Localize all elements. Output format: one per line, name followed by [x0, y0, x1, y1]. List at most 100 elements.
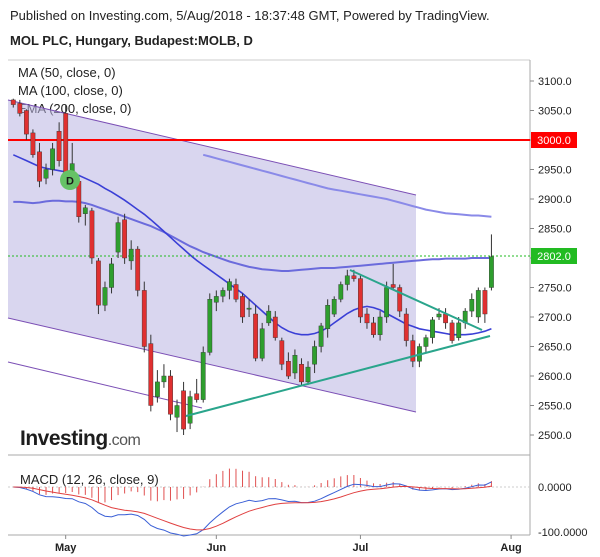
- indicator-label-ma100: MA (100, close, 0): [18, 83, 123, 98]
- candle-body: [397, 287, 403, 312]
- candle-body: [50, 148, 56, 170]
- candle-body: [246, 307, 252, 310]
- last-price-flag: [531, 248, 577, 264]
- candle-body: [174, 405, 180, 418]
- chart-title: MOL PLC, Hungary, Budapest:MOLB, D: [10, 33, 253, 48]
- moving-averages: [12, 153, 492, 336]
- x-tick-label: Aug: [500, 542, 521, 554]
- macd-line: [13, 481, 492, 537]
- candle-body: [128, 248, 134, 262]
- candle-body: [430, 319, 435, 338]
- y-tick-label: 2500.0: [538, 430, 572, 442]
- candle-body: [266, 310, 272, 324]
- candle-body: [213, 296, 219, 303]
- candle-body: [436, 313, 442, 318]
- macd-pane: [8, 468, 530, 537]
- x-tick-label: Jul: [352, 542, 368, 554]
- candle-body: [141, 290, 147, 347]
- candle-body: [154, 381, 160, 397]
- candle-body: [122, 219, 128, 259]
- ema200-line: [202, 153, 492, 218]
- candle-body: [358, 278, 363, 318]
- macd-signal-line: [13, 485, 492, 531]
- candle-body: [292, 355, 298, 374]
- resistance-price-flag: [531, 132, 577, 148]
- triangle-lower-line: [185, 335, 491, 417]
- y-tick-label: 2950.0: [538, 165, 572, 177]
- y-tick-label: 2550.0: [538, 401, 572, 413]
- candle-body: [24, 110, 29, 135]
- candle-body: [253, 313, 258, 359]
- candle-body: [489, 256, 494, 288]
- candle-body: [443, 313, 448, 324]
- candle-body: [331, 299, 337, 315]
- x-tick-label: May: [55, 542, 77, 554]
- candle-body: [226, 281, 232, 291]
- y-tick-label: 2600.0: [538, 371, 572, 383]
- ma100-line: [13, 199, 492, 272]
- logo-suffix: .com: [107, 432, 141, 449]
- candles: [10, 98, 494, 435]
- macd-tick-zero: 0.0000: [538, 482, 572, 494]
- candle-body: [240, 296, 245, 318]
- candle-body: [410, 340, 416, 362]
- candle-body: [43, 169, 49, 179]
- d-marker-label: D: [66, 176, 74, 188]
- candle-body: [135, 248, 141, 291]
- candle-body: [469, 299, 475, 312]
- candle-body: [102, 287, 108, 306]
- candle-body: [344, 275, 350, 285]
- last-price-label: 2802.0: [537, 251, 571, 263]
- candle-body: [423, 337, 429, 347]
- time-axis: May Jun Jul Aug: [55, 535, 522, 554]
- candle-body: [89, 210, 95, 259]
- candle-body: [475, 290, 481, 318]
- candle-body: [449, 322, 455, 341]
- candle-body: [220, 290, 226, 297]
- candle-body: [207, 299, 213, 353]
- candle-body: [390, 284, 396, 288]
- candle-body: [351, 275, 357, 279]
- candle-body: [194, 393, 200, 400]
- resistance-price-label: 3000.0: [537, 135, 571, 147]
- candle-body: [482, 290, 488, 315]
- y-tick-label: 2700.0: [538, 312, 572, 324]
- candle-body: [384, 287, 389, 318]
- macd-tick-neg: -100.0000: [538, 527, 588, 539]
- candle-body: [259, 328, 265, 359]
- candle-body: [109, 263, 114, 288]
- candle-body: [272, 316, 278, 338]
- y-tick-label: 2900.0: [538, 194, 572, 206]
- candle-body: [456, 322, 462, 338]
- candle-body: [30, 132, 36, 155]
- indicator-label-ma50: MA (50, close, 0): [18, 65, 116, 80]
- d-marker-icon[interactable]: [60, 170, 80, 190]
- y-tick-label: 2750.0: [538, 283, 572, 295]
- candle-body: [187, 396, 193, 424]
- channel-middle-line: [7, 317, 417, 413]
- macd-label: MACD (12, 26, close, 9): [20, 472, 159, 487]
- candle-body: [95, 260, 101, 306]
- candle-body: [364, 313, 370, 324]
- candle-body: [377, 316, 383, 335]
- y-tick-label: 2850.0: [538, 224, 572, 236]
- y-tick-label: 3050.0: [538, 106, 572, 118]
- candle-body: [403, 313, 409, 341]
- candle-body: [338, 284, 344, 300]
- candle-body: [371, 322, 376, 335]
- candle-body: [17, 103, 23, 114]
- candle-body: [115, 222, 121, 253]
- candle-body: [325, 305, 331, 330]
- candle-body: [318, 325, 324, 347]
- x-tick-label: Jun: [207, 542, 227, 554]
- triangle-upper-line: [349, 269, 483, 331]
- investing-logo: Investing.com: [20, 427, 141, 451]
- published-header: Published on Investing.com, 5/Aug/2018 -…: [10, 8, 490, 23]
- candle-body: [200, 352, 206, 400]
- y-tick-label: 3100.0: [538, 76, 572, 88]
- logo-brand: Investing: [20, 427, 108, 450]
- candle-body: [63, 113, 69, 173]
- ma50-line: [12, 154, 492, 336]
- candle-body: [10, 99, 16, 105]
